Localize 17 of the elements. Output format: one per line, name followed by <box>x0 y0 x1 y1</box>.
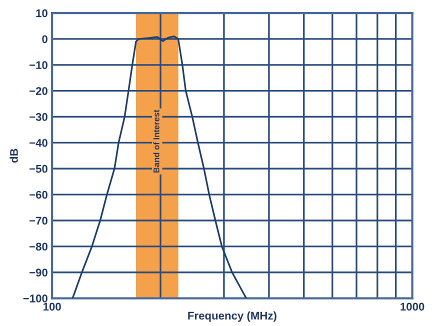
band-label: Band of Interest <box>153 110 160 173</box>
y-tick-label: −50 <box>30 164 48 173</box>
x-tick-label: 1000 <box>400 302 424 311</box>
y-tick-label: −20 <box>30 87 48 95</box>
y-tick-label: −100 <box>23 294 48 302</box>
y-tick-label: −90 <box>30 268 48 276</box>
y-tick-label: −10 <box>30 61 48 70</box>
y-tick-label: −40 <box>30 138 48 147</box>
y-tick-label: −70 <box>30 216 48 225</box>
y-tick-label: 10 <box>36 9 48 18</box>
y-tick-label: −30 <box>30 113 48 121</box>
y-tick-label: 0 <box>42 35 48 44</box>
y-tick-label: −60 <box>30 190 48 199</box>
x-tick-label: 100 <box>44 302 61 311</box>
y-axis-title: dB <box>10 148 18 163</box>
y-tick-label: −80 <box>30 242 48 251</box>
x-axis-title: Frequency (MHz) <box>188 311 276 322</box>
